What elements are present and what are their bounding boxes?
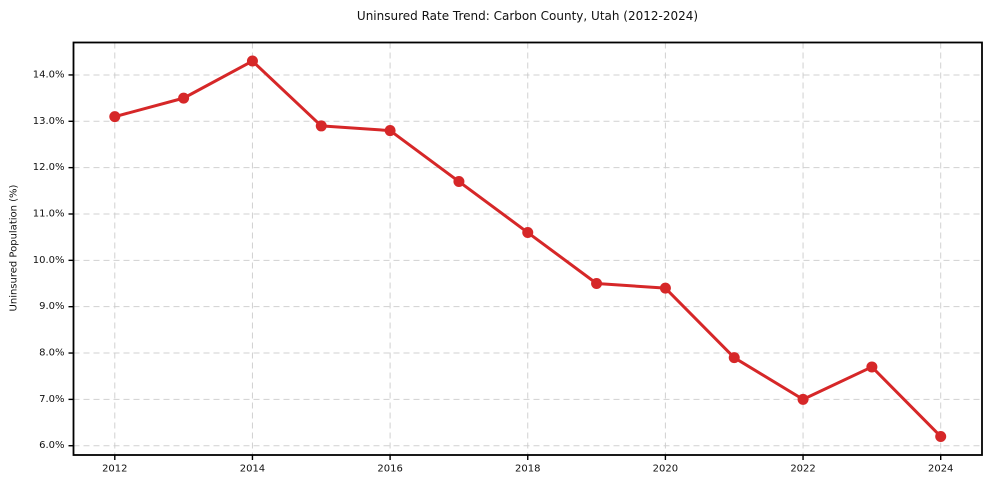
x-tick-label: 2016 <box>377 464 402 475</box>
data-point-marker <box>591 278 603 290</box>
data-point-marker <box>797 393 809 405</box>
y-tick-label: 14.0% <box>33 69 65 80</box>
y-tick-label: 9.0% <box>39 301 64 312</box>
data-point-marker <box>935 430 947 442</box>
plot-border <box>72 41 983 456</box>
y-tick-label: 6.0% <box>39 440 64 451</box>
chart-title: Uninsured Rate Trend: Carbon County, Uta… <box>356 9 699 23</box>
y-tick-label: 10.0% <box>33 255 65 266</box>
data-point-marker <box>728 352 740 364</box>
data-point-marker <box>384 125 396 137</box>
y-tick-label: 13.0% <box>33 116 65 127</box>
data-point-marker <box>522 227 534 239</box>
x-tick-label: 2020 <box>653 464 678 475</box>
y-tick-label: 7.0% <box>39 394 64 405</box>
data-point-marker <box>659 282 671 294</box>
x-tick-label: 2024 <box>928 464 953 475</box>
data-point-marker <box>453 176 465 188</box>
y-tick-label: 12.0% <box>33 162 65 173</box>
data-point-marker <box>109 111 121 123</box>
data-point-marker <box>866 361 878 373</box>
y-tick-label: 11.0% <box>33 208 65 219</box>
x-tick-label: 2018 <box>515 464 540 475</box>
x-tick-label: 2022 <box>790 464 815 475</box>
data-point-marker <box>246 55 258 67</box>
data-point-marker <box>178 92 190 104</box>
x-tick-label: 2012 <box>102 464 127 475</box>
y-tick-label: 8.0% <box>39 348 64 359</box>
data-point-marker <box>315 120 327 132</box>
x-tick-label: 2014 <box>240 464 265 475</box>
